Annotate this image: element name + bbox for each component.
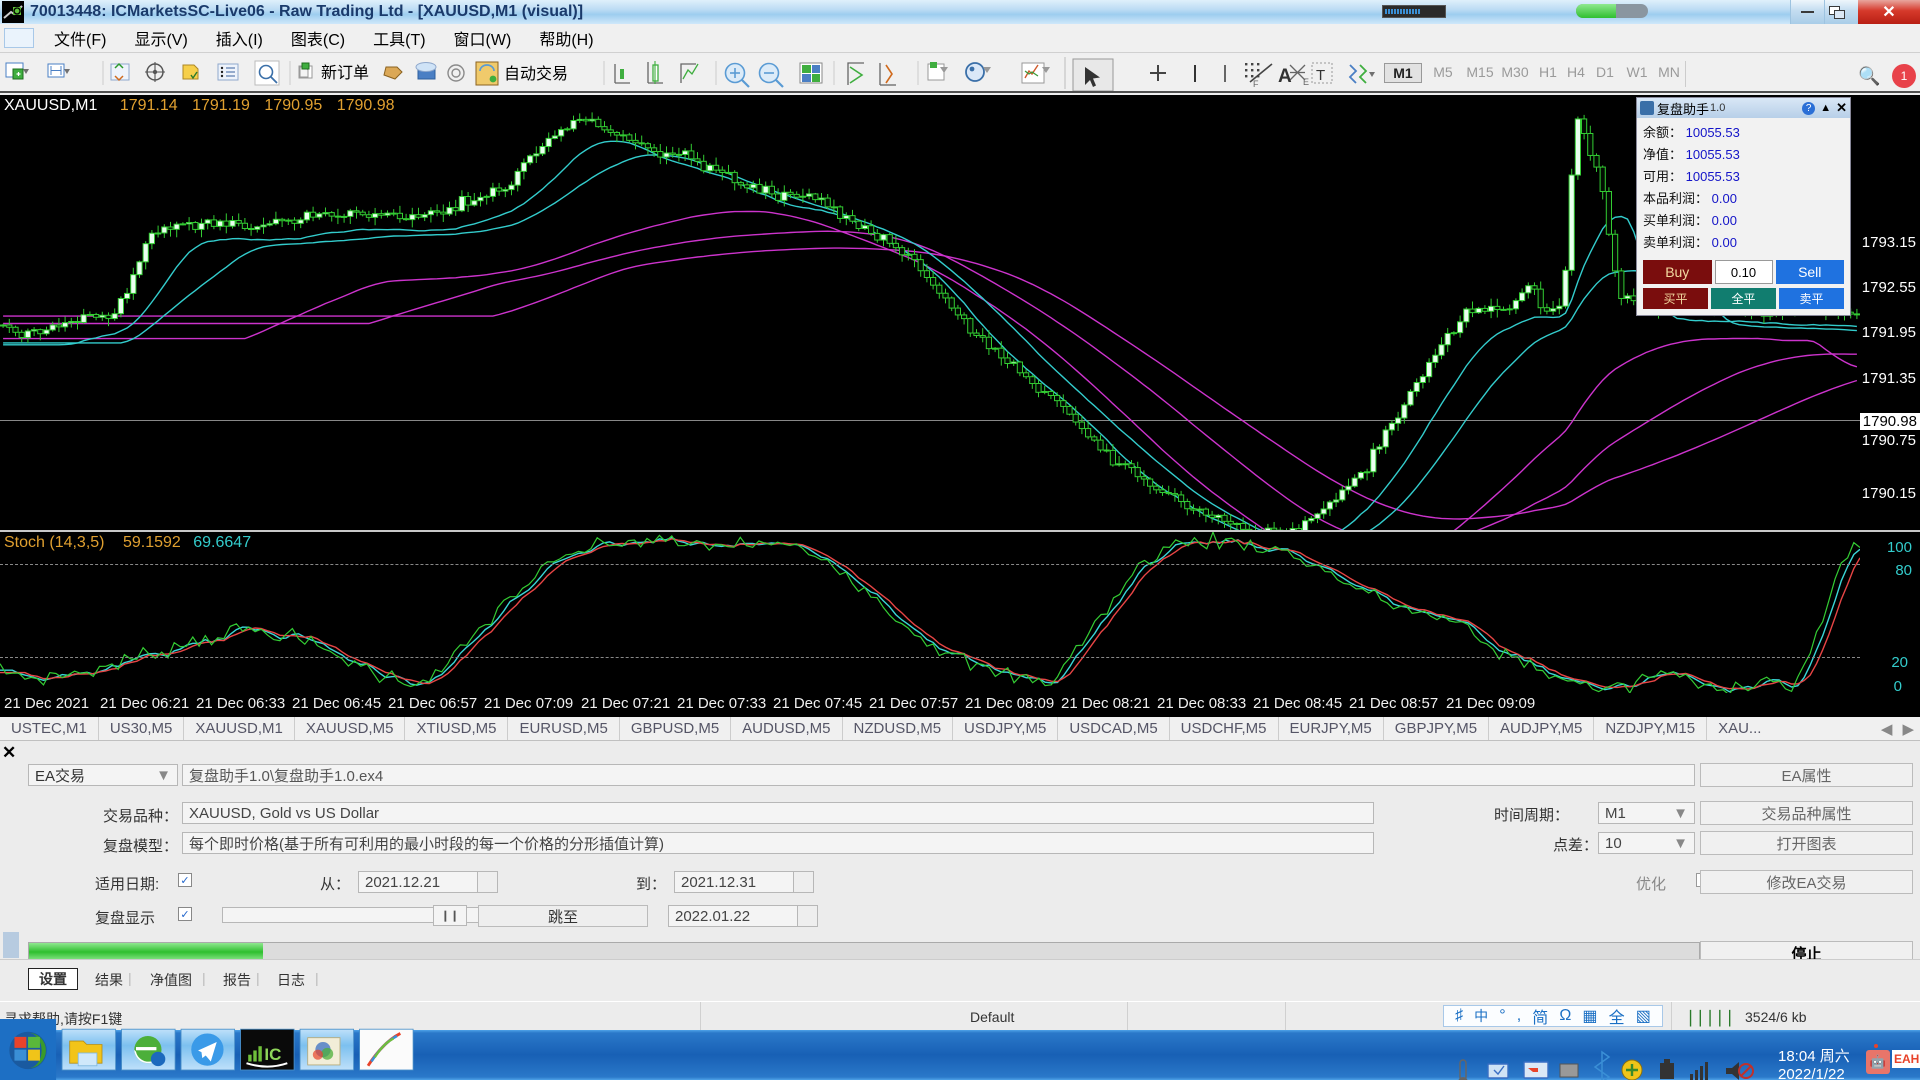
svg-text:新订单: 新订单 <box>321 64 369 82</box>
svg-text:IC: IC <box>264 1045 281 1064</box>
svg-text:E: E <box>1303 77 1309 87</box>
svg-text:F: F <box>1253 79 1259 89</box>
svg-text:自动交易: 自动交易 <box>504 65 568 83</box>
svg-text:A: A <box>1278 66 1292 87</box>
svg-text:T: T <box>1316 67 1325 84</box>
